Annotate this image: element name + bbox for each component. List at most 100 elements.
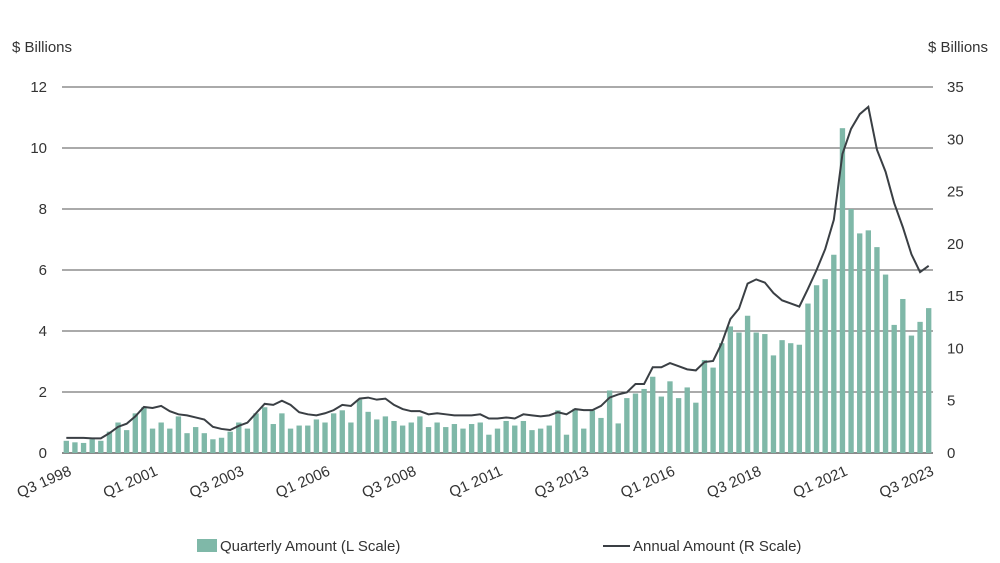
quarterly-bar: [202, 433, 207, 453]
quarterly-bar: [788, 343, 793, 453]
quarterly-bar: [81, 443, 86, 453]
quarterly-bar: [771, 355, 776, 453]
quarterly-bar: [210, 439, 215, 453]
quarterly-bar: [823, 279, 828, 453]
quarterly-bar: [736, 333, 741, 453]
quarterly-bar: [547, 426, 552, 453]
quarterly-bar: [624, 398, 629, 453]
quarterly-bar: [167, 429, 172, 453]
quarterly-bar: [917, 322, 922, 453]
quarterly-bar: [193, 427, 198, 453]
quarterly-bar: [184, 433, 189, 453]
quarterly-bar: [478, 423, 483, 454]
quarterly-bar: [253, 413, 258, 453]
left-tick-label: 12: [30, 79, 47, 96]
quarterly-bar: [538, 429, 543, 453]
x-tick-label: Q3 2023: [877, 463, 936, 502]
left-tick-label: 4: [39, 323, 47, 340]
quarterly-bar: [754, 333, 759, 453]
quarterly-bar: [271, 424, 276, 453]
quarterly-bar: [486, 435, 491, 453]
quarterly-bar: [434, 423, 439, 454]
quarterly-bar: [598, 418, 603, 453]
quarterly-bar: [667, 381, 672, 453]
quarterly-bar: [124, 430, 129, 453]
quarterly-bar: [616, 423, 621, 453]
right-tick-label: 35: [947, 79, 964, 96]
quarterly-bar: [926, 308, 931, 453]
quarterly-bar: [874, 247, 879, 453]
right-tick-label: 20: [947, 236, 964, 253]
legend-annual-label: Annual Amount (R Scale): [633, 538, 801, 555]
quarterly-bar: [141, 407, 146, 453]
right-tick-label: 0: [947, 445, 955, 462]
quarterly-bar: [779, 340, 784, 453]
quarterly-bar: [460, 429, 465, 453]
legend-quarterly-label: Quarterly Amount (L Scale): [220, 538, 400, 555]
quarterly-bar: [512, 426, 517, 453]
quarterly-bar: [322, 423, 327, 454]
right-tick-label: 10: [947, 340, 964, 357]
quarterly-bar: [572, 409, 577, 453]
quarterly-bar: [710, 368, 715, 453]
quarterly-bar: [90, 439, 95, 453]
quarterly-bar: [676, 398, 681, 453]
right-tick-label: 25: [947, 184, 964, 201]
quarterly-bar: [305, 426, 310, 453]
quarterly-bar: [555, 410, 560, 453]
quarterly-bar: [64, 441, 69, 453]
quarterly-bar: [805, 304, 810, 453]
right-axis-title: $ Billions: [928, 39, 988, 56]
quarterly-bar: [279, 413, 284, 453]
left-axis-title: $ Billions: [12, 39, 72, 56]
legend-bar-swatch: [197, 539, 217, 552]
left-tick-label: 0: [39, 445, 47, 462]
quarterly-bar: [831, 255, 836, 453]
quarterly-bar: [262, 407, 267, 453]
quarterly-bar: [892, 325, 897, 453]
quarterly-bar: [900, 299, 905, 453]
x-tick-label: Q1 2016: [618, 463, 677, 502]
quarterly-bar: [590, 410, 595, 453]
x-tick-label: Q1 2006: [273, 463, 332, 502]
right-tick-label: 30: [947, 131, 964, 148]
left-tick-label: 8: [39, 201, 47, 218]
x-tick-label: Q1 2021: [791, 463, 850, 502]
quarterly-bar: [641, 389, 646, 453]
quarterly-bar: [866, 230, 871, 453]
quarterly-bar: [383, 416, 388, 453]
quarterly-bar: [219, 438, 224, 453]
quarterly-bar: [227, 432, 232, 453]
quarterly-bar: [150, 429, 155, 453]
quarterly-bar: [685, 387, 690, 453]
quarterly-bar: [340, 410, 345, 453]
x-tick-label: Q1 2001: [101, 463, 160, 502]
quarterly-bar: [288, 429, 293, 453]
right-tick-label: 15: [947, 288, 964, 305]
gridlines: [62, 87, 933, 453]
left-tick-label: 10: [30, 140, 47, 157]
quarterly-bar: [400, 426, 405, 453]
x-tick-label: Q3 2008: [359, 463, 418, 502]
quarterly-bar: [98, 441, 103, 453]
quarterly-bar: [452, 424, 457, 453]
quarterly-bar: [176, 416, 181, 453]
quarterly-bar: [296, 426, 301, 453]
x-axis-ticks: Q3 1998 Q1 2001 Q3 2003 Q1 2006 Q3 2008 Q1 20…: [14, 463, 936, 502]
quarterly-bar: [245, 429, 250, 453]
x-tick-label: Q1 2011: [447, 463, 505, 501]
quarterly-bar: [857, 233, 862, 453]
quarterly-bar: [848, 209, 853, 453]
quarterly-bar: [814, 285, 819, 453]
quarterly-bar: [745, 316, 750, 453]
quarterly-bar: [797, 345, 802, 453]
left-tick-label: 2: [39, 384, 47, 401]
right-tick-label: 5: [947, 393, 955, 410]
quarterly-bar: [702, 360, 707, 453]
quarterly-bar: [314, 419, 319, 453]
quarterly-bar: [72, 442, 77, 453]
quarterly-bar: [426, 427, 431, 453]
left-axis-ticks: 0 2 4 6 8 10 12: [30, 79, 47, 462]
quarterly-bar: [374, 419, 379, 453]
